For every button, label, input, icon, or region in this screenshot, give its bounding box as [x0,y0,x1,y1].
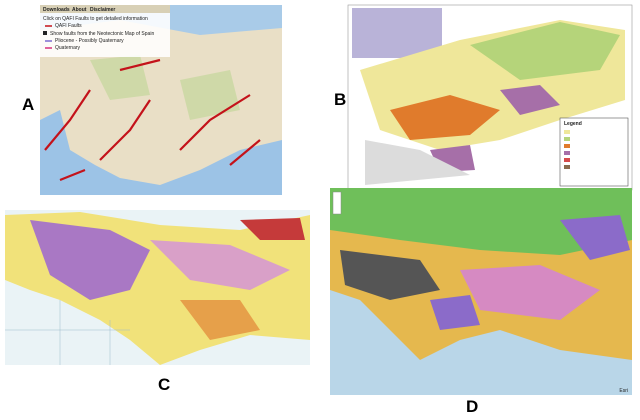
legend-text: Show faults from the Neotectonic Map of … [50,31,154,37]
zoom-control[interactable] [332,191,342,215]
terrain [90,55,240,120]
geology [150,240,290,290]
panel-c: C [5,210,310,394]
geology [390,95,500,140]
sea [40,110,282,195]
panel-label: B [334,90,346,109]
inset-map [352,8,442,58]
legend-text: Click on QAFI Faults to get detailed inf… [43,16,148,22]
geology [330,188,632,255]
geology [180,300,260,340]
geology [240,218,305,240]
checkbox[interactable] [43,31,47,35]
legend-box [559,117,629,187]
legend-text: Pliocene - Possibly Quaternary [55,38,124,44]
menu-link[interactable]: Disclaimer [90,7,115,13]
legend-title: Legend [564,121,582,127]
fault-lines [44,58,261,182]
geology [430,215,630,330]
panel-a: Downloads About Disclaimer Click on QAFI… [22,5,282,195]
geology [340,250,440,300]
geology [30,220,150,300]
menu-link[interactable]: About [72,7,87,13]
legend-text: Quaternary [55,45,81,51]
legend-swatches [564,130,570,169]
sea-floor [365,140,470,185]
legend-box [40,5,170,57]
panel-d: Esri D [330,188,632,416]
geology [430,85,560,172]
geology [470,22,620,80]
menu-link[interactable]: Downloads [43,7,70,13]
geology [460,265,600,320]
panel-label: C [158,375,170,394]
panel-b: Legend B [334,4,633,191]
legend-text: QAFI Faults [55,23,82,29]
panel-label: D [466,397,478,416]
menu-bar [40,5,170,13]
panel-label: A [22,95,34,114]
grid [5,300,130,365]
credit: Esri [619,388,628,394]
